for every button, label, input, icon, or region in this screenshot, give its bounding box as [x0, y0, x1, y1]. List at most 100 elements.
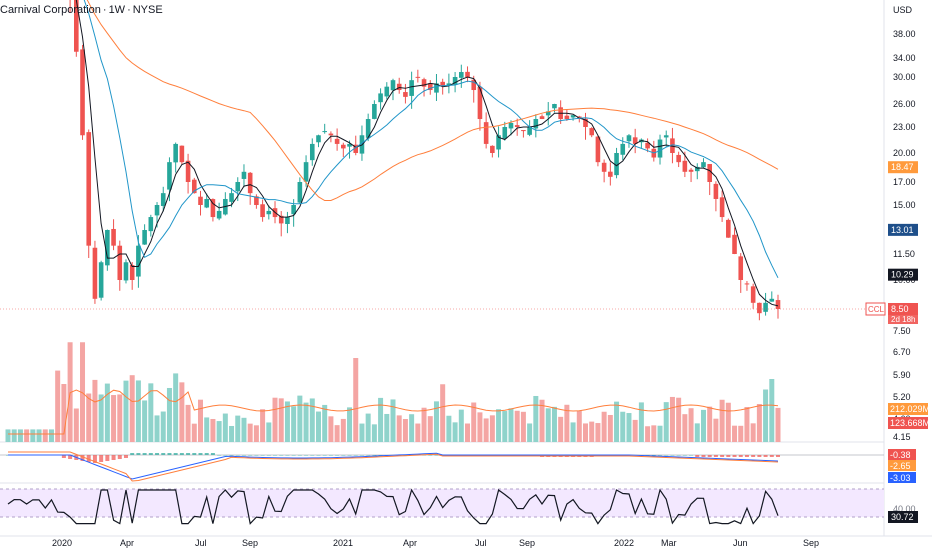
- volume-bar: [216, 421, 222, 442]
- macd-histogram-bar: [378, 455, 383, 456]
- candle-body: [533, 119, 539, 129]
- macd-axis-badge: [888, 460, 916, 471]
- candle-body: [74, 0, 79, 52]
- y-tick-label: 11.50: [893, 249, 915, 259]
- x-tick-label: Jun: [733, 538, 748, 548]
- volume-bar: [707, 406, 713, 442]
- candle-body: [440, 81, 445, 87]
- candle-body: [216, 210, 222, 219]
- macd-histogram-bar: [366, 455, 371, 456]
- macd-histogram-bar: [217, 455, 222, 456]
- macd-histogram-bar: [198, 453, 203, 455]
- macd-histogram-bar: [179, 453, 184, 455]
- candle-body: [465, 71, 470, 77]
- candle-body: [341, 144, 346, 149]
- volume-bar: [744, 407, 750, 442]
- candle-body: [278, 215, 284, 224]
- x-tick-label: Sep: [242, 538, 258, 548]
- volume-bar: [465, 423, 471, 442]
- macd-histogram-bar: [210, 453, 215, 455]
- volume-axis-badge: [888, 417, 928, 429]
- y-tick-label: 34.00: [893, 53, 916, 63]
- candle-body: [173, 143, 178, 163]
- volume-bar: [402, 419, 408, 442]
- volume-bar: [564, 404, 570, 442]
- volume-bar: [713, 418, 719, 442]
- volume-bar: [570, 422, 576, 442]
- candle-body: [608, 171, 613, 177]
- volume-bar: [30, 429, 36, 442]
- volume-bar: [433, 401, 439, 442]
- macd-histogram-bar: [260, 455, 265, 456]
- candle-body: [247, 172, 253, 194]
- y-tick-label: 20.00: [893, 148, 916, 158]
- macd-axis-badge: [888, 449, 916, 460]
- price-axis-badge-text: 8.50: [891, 304, 909, 314]
- rsi-band: [0, 489, 884, 517]
- y-tick-label: 7.50: [893, 326, 911, 336]
- candle-body: [763, 302, 768, 312]
- volume-bar: [775, 407, 781, 442]
- volume-bar: [328, 416, 334, 442]
- macd-histogram-bar: [136, 453, 141, 455]
- volume-bar: [154, 415, 160, 442]
- macd-axis-badge: [888, 472, 916, 483]
- volume-bar: [483, 418, 489, 442]
- rsi-line: [7, 488, 779, 525]
- candle-body: [589, 128, 595, 136]
- macd-histogram-bar: [248, 455, 253, 456]
- macd-histogram-bar: [130, 453, 135, 455]
- candle-body: [322, 131, 327, 133]
- volume-bar: [322, 404, 328, 442]
- macd-histogram-bar: [223, 455, 228, 456]
- candle-body: [210, 199, 216, 218]
- candle-body: [229, 193, 234, 202]
- volume-bar: [36, 429, 42, 442]
- volume-bar: [98, 394, 104, 442]
- candle-body: [254, 196, 259, 205]
- candle-body: [198, 196, 203, 205]
- macd-histogram-bar: [161, 453, 166, 455]
- candle-body: [92, 247, 98, 299]
- candle-body: [123, 262, 129, 281]
- candle-body: [129, 265, 135, 280]
- candle-body: [136, 245, 141, 277]
- candle-body: [285, 217, 290, 224]
- volume-bar: [166, 387, 172, 442]
- volume-bar: [111, 395, 117, 442]
- volume-bar: [508, 408, 514, 442]
- volume-bar: [235, 415, 241, 442]
- candle-body: [154, 205, 160, 216]
- volume-bar: [11, 429, 17, 442]
- y-tick-label: 26.00: [893, 99, 916, 109]
- ma-mid-line: [83, 0, 779, 279]
- macd-histogram-bar: [148, 453, 153, 455]
- rsi-axis-badge: [888, 511, 918, 523]
- volume-bar: [247, 423, 253, 442]
- volume-bar: [309, 398, 315, 442]
- x-tick-label: Jul: [475, 538, 487, 548]
- candle-body: [80, 49, 85, 136]
- macd-histogram-bar: [173, 453, 178, 455]
- volume-bar: [353, 358, 359, 442]
- macd-histogram-bar: [279, 455, 284, 456]
- candle-body: [235, 182, 241, 192]
- volume-bar: [198, 399, 203, 442]
- interval-label[interactable]: 1W: [108, 4, 126, 16]
- volume-bar: [676, 397, 682, 442]
- volume-bar: [607, 414, 613, 442]
- volume-bar: [452, 422, 458, 442]
- volume-bar: [763, 389, 769, 442]
- volume-bar: [86, 393, 92, 442]
- candle-body: [483, 122, 489, 144]
- candle-body: [632, 137, 638, 144]
- volume-bar: [210, 418, 216, 442]
- volume-bar: [682, 414, 688, 442]
- volume-bar: [284, 401, 290, 442]
- candle-body: [626, 135, 632, 142]
- macd-histogram-bar: [713, 455, 718, 457]
- volume-bar: [738, 425, 744, 442]
- volume-bar: [378, 397, 384, 442]
- volume-bar: [539, 399, 545, 442]
